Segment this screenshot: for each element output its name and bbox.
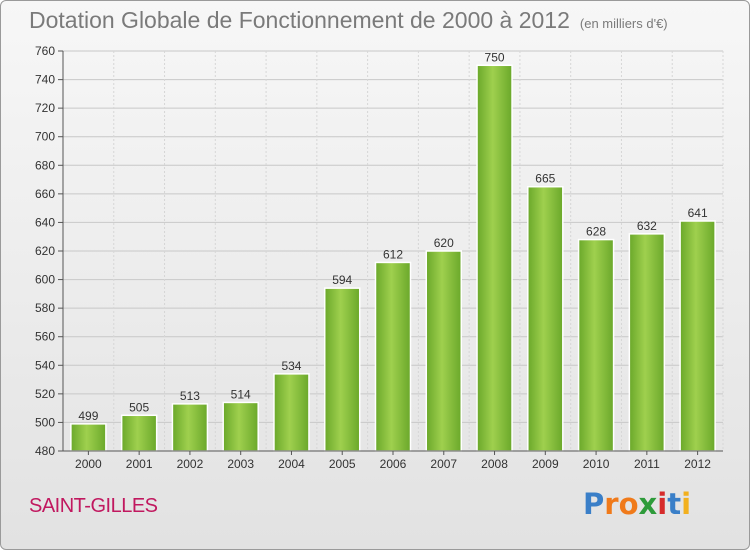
logo-letter: P bbox=[583, 487, 605, 521]
bar bbox=[323, 287, 361, 452]
bar bbox=[222, 401, 259, 452]
logo-letter: x bbox=[638, 487, 658, 521]
bar-value-label: 628 bbox=[586, 225, 606, 239]
x-tick-label: 2002 bbox=[177, 457, 204, 471]
y-tick-label: 720 bbox=[35, 101, 55, 115]
y-tick-label: 680 bbox=[35, 158, 55, 172]
x-tick-label: 2003 bbox=[227, 457, 254, 471]
bar bbox=[577, 238, 615, 452]
bar-value-label: 513 bbox=[180, 389, 200, 403]
bar-value-label: 594 bbox=[332, 273, 352, 287]
bar bbox=[425, 250, 463, 452]
bar bbox=[120, 414, 158, 452]
bar-value-label: 534 bbox=[281, 359, 301, 373]
logo-letter: i bbox=[657, 487, 668, 521]
x-tick-label: 2005 bbox=[329, 457, 356, 471]
x-tick-label: 2006 bbox=[380, 457, 407, 471]
x-tick-label: 2000 bbox=[75, 457, 102, 471]
bar bbox=[679, 220, 716, 452]
y-tick-label: 660 bbox=[35, 187, 55, 201]
bar-value-label: 499 bbox=[78, 409, 98, 423]
bar-value-label: 612 bbox=[383, 247, 403, 261]
chart-title: Dotation Globale de Fonctionnement de 20… bbox=[29, 7, 668, 34]
logo-letter: i bbox=[681, 487, 692, 521]
x-tick-label: 2012 bbox=[684, 457, 711, 471]
bar-value-label: 665 bbox=[535, 172, 555, 186]
bar bbox=[273, 373, 310, 452]
city-name: SAINT-GILLES bbox=[29, 495, 158, 517]
bar-value-label: 632 bbox=[637, 219, 657, 233]
proxiti-logo: Proxiti bbox=[583, 487, 691, 521]
bar-value-label: 514 bbox=[231, 387, 251, 401]
x-tick-label: 2010 bbox=[583, 457, 610, 471]
y-tick-label: 600 bbox=[35, 273, 55, 287]
y-tick-label: 760 bbox=[35, 44, 55, 58]
logo-letter: r bbox=[604, 487, 619, 521]
bar bbox=[374, 261, 412, 452]
logo-letter: o bbox=[618, 487, 639, 521]
y-tick-label: 620 bbox=[35, 244, 55, 258]
x-tick-label: 2009 bbox=[532, 457, 559, 471]
x-tick-label: 2008 bbox=[481, 457, 508, 471]
bars bbox=[70, 64, 716, 452]
bar bbox=[527, 185, 564, 452]
x-tick-label: 2001 bbox=[126, 457, 153, 471]
bar bbox=[628, 233, 666, 452]
y-tick-label: 500 bbox=[35, 415, 55, 429]
x-tick-label: 2007 bbox=[430, 457, 457, 471]
bar bbox=[476, 64, 513, 452]
y-tick-label: 740 bbox=[35, 73, 55, 87]
chart-subtitle: (en milliers d'€) bbox=[579, 16, 668, 31]
y-tick-label: 560 bbox=[35, 330, 55, 344]
bar-value-label: 505 bbox=[129, 400, 149, 414]
y-tick-label: 580 bbox=[35, 301, 55, 315]
title-text: Dotation Globale de Fonctionnement de 20… bbox=[29, 7, 570, 33]
bar-value-label: 641 bbox=[688, 206, 708, 220]
logo-letter: t bbox=[667, 487, 682, 521]
y-tick-label: 640 bbox=[35, 215, 55, 229]
x-tick-label: 2004 bbox=[278, 457, 305, 471]
bar bbox=[171, 403, 209, 452]
y-tick-label: 540 bbox=[35, 358, 55, 372]
y-tick-label: 520 bbox=[35, 387, 55, 401]
bar-value-label: 620 bbox=[434, 236, 454, 250]
data-labels: 499 505 513 514 534 594 612 620 750 665 628 632 641 bbox=[78, 50, 708, 423]
bar bbox=[70, 423, 107, 452]
y-tick-label: 700 bbox=[35, 130, 55, 144]
bar-value-label: 750 bbox=[485, 50, 505, 64]
y-tick-label: 480 bbox=[35, 444, 55, 458]
x-tick-label: 2011 bbox=[634, 457, 660, 471]
axes: 480 500 520 540 560 580 600 620 640 660 680 700 720 7… bbox=[35, 44, 723, 471]
